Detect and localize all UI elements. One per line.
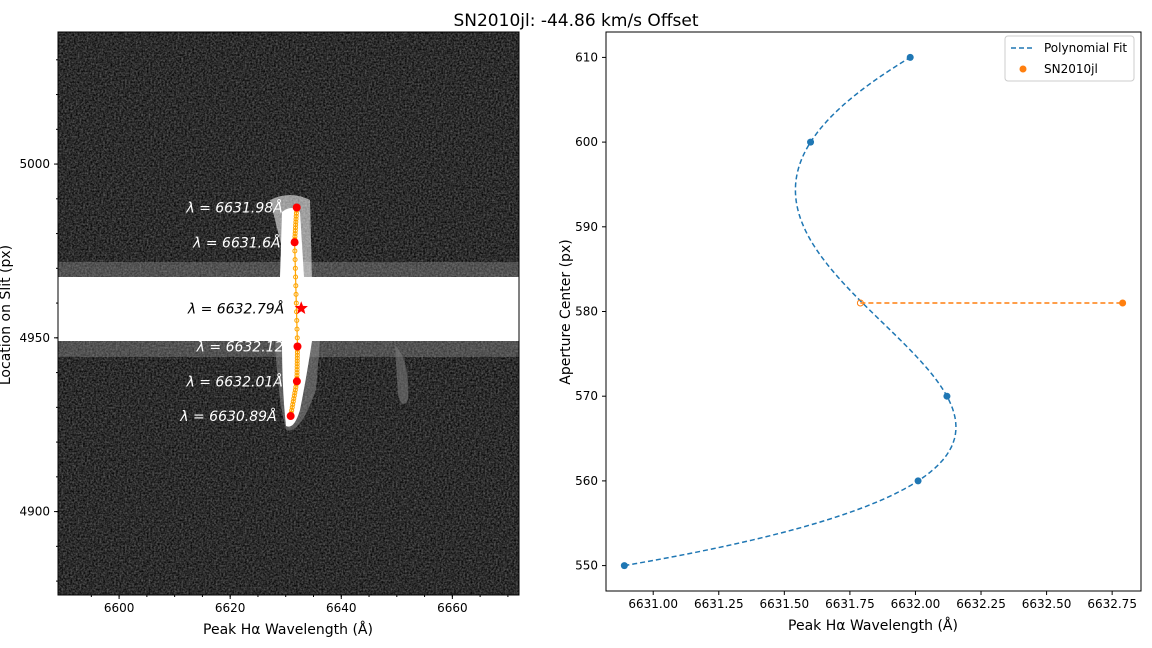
wavelength-label: λ = 6631.6Å xyxy=(192,234,280,251)
wavelength-label: λ = 6632.01Å xyxy=(185,373,282,390)
trace-marker xyxy=(294,358,300,364)
figure-title: SN2010jl: -44.86 km/s Offset xyxy=(453,11,698,31)
left-y-tick-label: 4900 xyxy=(19,505,50,519)
trace-marker xyxy=(293,283,299,289)
left-y-axis-label: Location on Slit (px) xyxy=(0,245,14,385)
right-x-tick-label: 6631.00 xyxy=(628,597,678,611)
right-x-axis-label: Peak Hα Wavelength (Å) xyxy=(788,617,958,634)
trace-marker xyxy=(293,222,299,228)
right-x-tick-label: 6632.25 xyxy=(956,597,1006,611)
wavelength-label: λ = 6631.98Å xyxy=(185,200,282,217)
wavelength-label: λ = 6632.12 xyxy=(196,340,284,356)
aperture-point xyxy=(290,238,299,247)
star-wavelength-label: λ = 6632.79Å xyxy=(187,300,284,317)
aperture-point xyxy=(943,392,951,400)
legend: Polynomial Fit SN2010jl xyxy=(1004,35,1135,82)
aperture-point xyxy=(620,562,628,570)
trace-marker xyxy=(294,370,300,376)
right-x-tick-label: 6631.25 xyxy=(694,597,744,611)
right-y-axis-label: Aperture Center (px) xyxy=(558,239,574,384)
right-x-tick-label: 6631.75 xyxy=(825,597,875,611)
trace-marker xyxy=(294,364,300,370)
legend-sn-swatch xyxy=(1019,65,1027,73)
trace-marker xyxy=(292,387,298,393)
trace-marker xyxy=(291,396,297,402)
right-axes-frame xyxy=(605,31,1142,592)
legend-sn-label: SN2010jl xyxy=(1044,62,1098,76)
trace-marker xyxy=(294,361,300,367)
aperture-point xyxy=(914,477,922,485)
right-x-ticks: 6631.00 6631.25 6631.50 6631.75 6632.00 6632.… xyxy=(628,591,1137,611)
aperture-point xyxy=(292,377,301,386)
trace-marker xyxy=(292,225,298,231)
fit-plot-panel: 6631.00 6631.25 6631.50 6631.75 6632.00 6632.… xyxy=(558,31,1142,634)
legend-box xyxy=(1004,35,1135,82)
star-marker xyxy=(294,301,308,314)
left-x-tick-label: 6620 xyxy=(215,601,246,615)
continuum-band xyxy=(58,277,519,341)
left-y-ticks: 4900 4950 5000 xyxy=(19,59,58,582)
trace-marker xyxy=(293,300,299,306)
trace-marker xyxy=(294,355,300,361)
aperture-point xyxy=(906,53,914,61)
trace-marker xyxy=(289,404,295,410)
right-y-tick-label: 560 xyxy=(575,474,598,488)
left-x-tick-label: 6640 xyxy=(326,601,357,615)
aperture-point xyxy=(292,203,301,212)
right-y-tick-label: 590 xyxy=(575,220,598,234)
left-x-tick-label: 6600 xyxy=(104,601,135,615)
right-y-tick-label: 610 xyxy=(575,50,598,64)
wavelength-labels: λ = 6631.98Å λ = 6631.6Å λ = 6632.12 λ = 66… xyxy=(179,200,284,426)
aperture-point xyxy=(293,342,302,351)
sn2010jl-start-point xyxy=(856,299,864,307)
wavelength-label: λ = 6630.89Å xyxy=(179,408,276,425)
polynomial-fit-line xyxy=(624,56,957,567)
right-y-ticks: 550 560 570 580 590 600 610 xyxy=(575,50,606,573)
sn2010jl-point xyxy=(1119,299,1127,307)
left-y-tick-label: 4950 xyxy=(19,331,50,345)
left-x-tick-label: 6660 xyxy=(437,601,468,615)
trace-marker xyxy=(291,393,297,399)
trace-marker xyxy=(292,231,298,237)
trace-marker xyxy=(294,335,300,341)
trace-marker xyxy=(293,219,299,225)
trace-marker xyxy=(294,326,300,332)
trace-marker xyxy=(290,401,296,407)
right-y-tick-label: 600 xyxy=(575,135,598,149)
trace-marker xyxy=(290,399,296,405)
fit-plot-area xyxy=(620,53,1127,570)
left-y-tick-label: 5000 xyxy=(19,157,50,171)
aperture-points xyxy=(286,203,308,421)
trace-marker xyxy=(293,291,299,297)
trace-marker xyxy=(293,216,299,222)
trace-marker xyxy=(294,367,300,373)
aperture-point xyxy=(286,412,295,421)
slit-image xyxy=(58,32,519,595)
trace-marker xyxy=(292,228,298,234)
right-y-tick-label: 580 xyxy=(575,305,598,319)
slit-image-panel: λ = 6631.98Å λ = 6631.6Å λ = 6632.12 λ = 66… xyxy=(0,31,520,638)
right-points xyxy=(620,53,1127,570)
right-x-tick-label: 6632.75 xyxy=(1087,597,1137,611)
trace-marker xyxy=(294,352,300,358)
side-streak xyxy=(395,345,409,404)
trace-marker xyxy=(293,213,299,219)
aperture-point xyxy=(807,138,815,146)
left-x-axis-label: Peak Hα Wavelength (Å) xyxy=(203,621,373,638)
trace-marker xyxy=(294,317,300,323)
trace-marker xyxy=(292,248,298,254)
right-x-tick-label: 6632.50 xyxy=(1022,597,1072,611)
right-y-tick-label: 570 xyxy=(575,389,598,403)
right-x-tick-label: 6631.50 xyxy=(760,597,810,611)
right-x-tick-label: 6632.00 xyxy=(891,597,941,611)
left-x-ticks: 6600 6620 6640 6660 xyxy=(90,595,509,615)
right-y-tick-label: 550 xyxy=(575,559,598,573)
trace-marker xyxy=(293,274,299,280)
trace-marker xyxy=(292,265,298,271)
legend-fit-label: Polynomial Fit xyxy=(1044,41,1127,55)
trace-marker xyxy=(292,257,298,263)
trace-marker xyxy=(292,390,298,396)
left-axes-frame xyxy=(57,31,520,596)
